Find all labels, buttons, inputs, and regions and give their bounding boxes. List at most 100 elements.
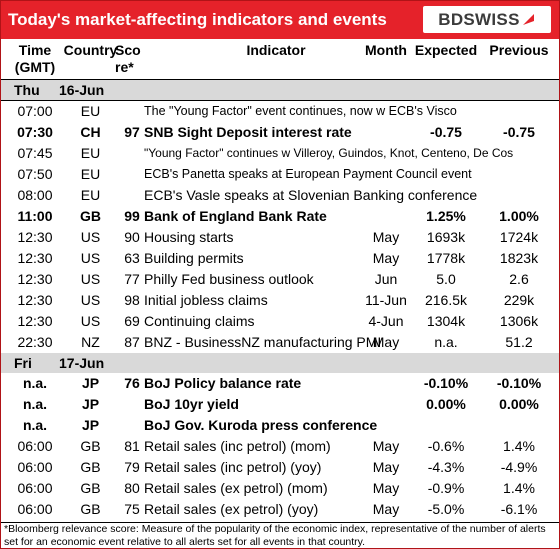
cell-country: GB [80,459,101,475]
cell-previous: -0.75 [503,124,535,140]
cell-country: JP [81,396,100,412]
cell-month: 11-Jun [365,292,407,308]
cell-country: NZ [81,334,100,350]
cell-month: 4-Jun [368,313,404,329]
cell-score: 81 [124,438,140,454]
cell-indicator: Housing starts [144,229,234,245]
cell-expected: 1304k [426,313,466,329]
cell-country: US [80,313,101,329]
cell-indicator: Building permits [144,250,244,266]
table-row: 07:00 EU The "Young Factor" event continue… [1,101,559,122]
cell-country: CH [80,124,101,140]
cell-previous: 2.6 [509,271,529,287]
header-time: Time [18,42,52,58]
cell-expected: 1693k [426,229,466,245]
header-month: Month [365,42,407,58]
logo-text: BDSWISS [438,9,520,29]
cell-previous: 1823k [499,250,539,266]
cell-score: 87 [124,334,140,350]
cell-time: 12:30 [17,313,53,329]
cell-time: 22:30 [17,334,53,350]
cell-country: EU [80,145,101,161]
cell-score: 69 [124,313,140,329]
table-row: 12:30 US 98 Initial jobless claims 11-Jun 216… [1,290,559,311]
cell-previous: -4.9% [500,459,538,475]
cell-indicator: Continuing claims [144,313,255,329]
cell-month: May [372,459,400,475]
bdswiss-logo: BDSWISS [423,6,551,33]
header-country: Country [63,42,118,58]
cell-indicator: BoJ Policy balance rate [144,375,302,391]
cell-country: US [80,229,101,245]
cell-country: JP [81,375,100,391]
table-row: 12:30 US 63 Building permits May 1778k 1823k [1,248,559,269]
cell-country: GB [80,501,101,517]
table-header: Time (GMT) Country Sco re* Indicator Mon… [1,39,559,80]
cell-month: May [372,229,400,245]
cell-time: 12:30 [17,292,53,308]
header-score-2: re* [115,59,134,75]
cell-expected: 1778k [426,250,466,266]
table-row: n.a. JP BoJ Gov. Kuroda press conference [1,415,559,436]
cell-time: n.a. [22,396,48,412]
cell-score: 79 [124,459,140,475]
cell-country: EU [80,103,101,119]
cell-expected: 0.00% [426,396,466,412]
cell-country: JP [81,417,100,433]
cell-country: GB [80,480,101,496]
cell-time: 08:00 [17,187,53,203]
header-indicator: Indicator [246,42,306,58]
cell-previous: 1.4% [503,480,535,496]
cell-month: Jun [374,271,398,287]
cell-expected: -0.6% [427,438,465,454]
title-bar: Today's market-affecting indicators and … [1,1,559,39]
cell-score: 97 [124,124,140,140]
cell-indicator: Retail sales (ex petrol) (mom) [144,480,328,496]
cell-score: 80 [124,480,140,496]
cell-expected: -0.10% [423,375,469,391]
cell-time: 07:50 [17,166,53,182]
table-row: n.a. JP BoJ 10yr yield 0.00% 0.00% [1,394,559,415]
cell-time: 06:00 [17,501,53,517]
day-band: Thu 16-Jun [1,80,559,101]
cell-indicator: ECB's Panetta speaks at European Payment… [144,167,472,181]
cell-indicator: Bank of England Bank Rate [144,208,327,224]
cell-month: May [372,438,400,454]
cell-indicator: Initial jobless claims [144,292,268,308]
cell-indicator: The "Young Factor" event continues, now … [144,104,457,118]
cell-score: 75 [124,501,140,517]
cell-time: 11:00 [17,208,53,224]
cell-time: n.a. [22,375,48,391]
cell-previous: 1306k [499,313,539,329]
cell-indicator: "Young Factor" continues w Villeroy, Gui… [144,146,514,160]
cell-indicator: SNB Sight Deposit interest rate [144,124,352,140]
cell-expected: 1.25% [426,208,466,224]
cell-indicator: BoJ 10yr yield [144,396,239,412]
cell-expected: 216.5k [424,292,468,308]
table-row: 22:30 NZ 87 BNZ - BusinessNZ manufacturing … [1,332,559,353]
cell-country: US [80,250,101,266]
cell-score: 90 [124,229,140,245]
table-row: 07:30 CH 97 SNB Sight Deposit interest rate… [1,122,559,143]
cell-country: GB [80,438,101,454]
header-previous: Previous [489,42,549,58]
footnote: *Bloomberg relevance score: Measure of t… [1,522,559,548]
table-row: 12:30 US 90 Housing starts May 1693k 1724k [1,227,559,248]
cell-previous: 1724k [499,229,539,245]
cell-time: 06:00 [17,459,53,475]
table-row: n.a. JP 76 BoJ Policy balance rate -0.10% -0.… [1,373,559,394]
table-body: Thu 16-Jun 07:00 EU The "Young Factor" event… [1,80,559,520]
table-row: 06:00 GB 79 Retail sales (inc petrol) (yoy)… [1,457,559,478]
cell-month: May [372,501,400,517]
cell-expected: n.a. [434,334,458,350]
cell-country: US [80,271,101,287]
cell-expected: -0.9% [427,480,465,496]
cell-previous: 51.2 [505,334,533,350]
cell-score: 77 [124,271,140,287]
day-name: Fri [14,355,32,371]
page-title: Today's market-affecting indicators and … [8,10,387,29]
cell-indicator: Retail sales (inc petrol) (mom) [144,438,331,454]
cell-time: 12:30 [17,250,53,266]
cell-month: May [372,480,400,496]
